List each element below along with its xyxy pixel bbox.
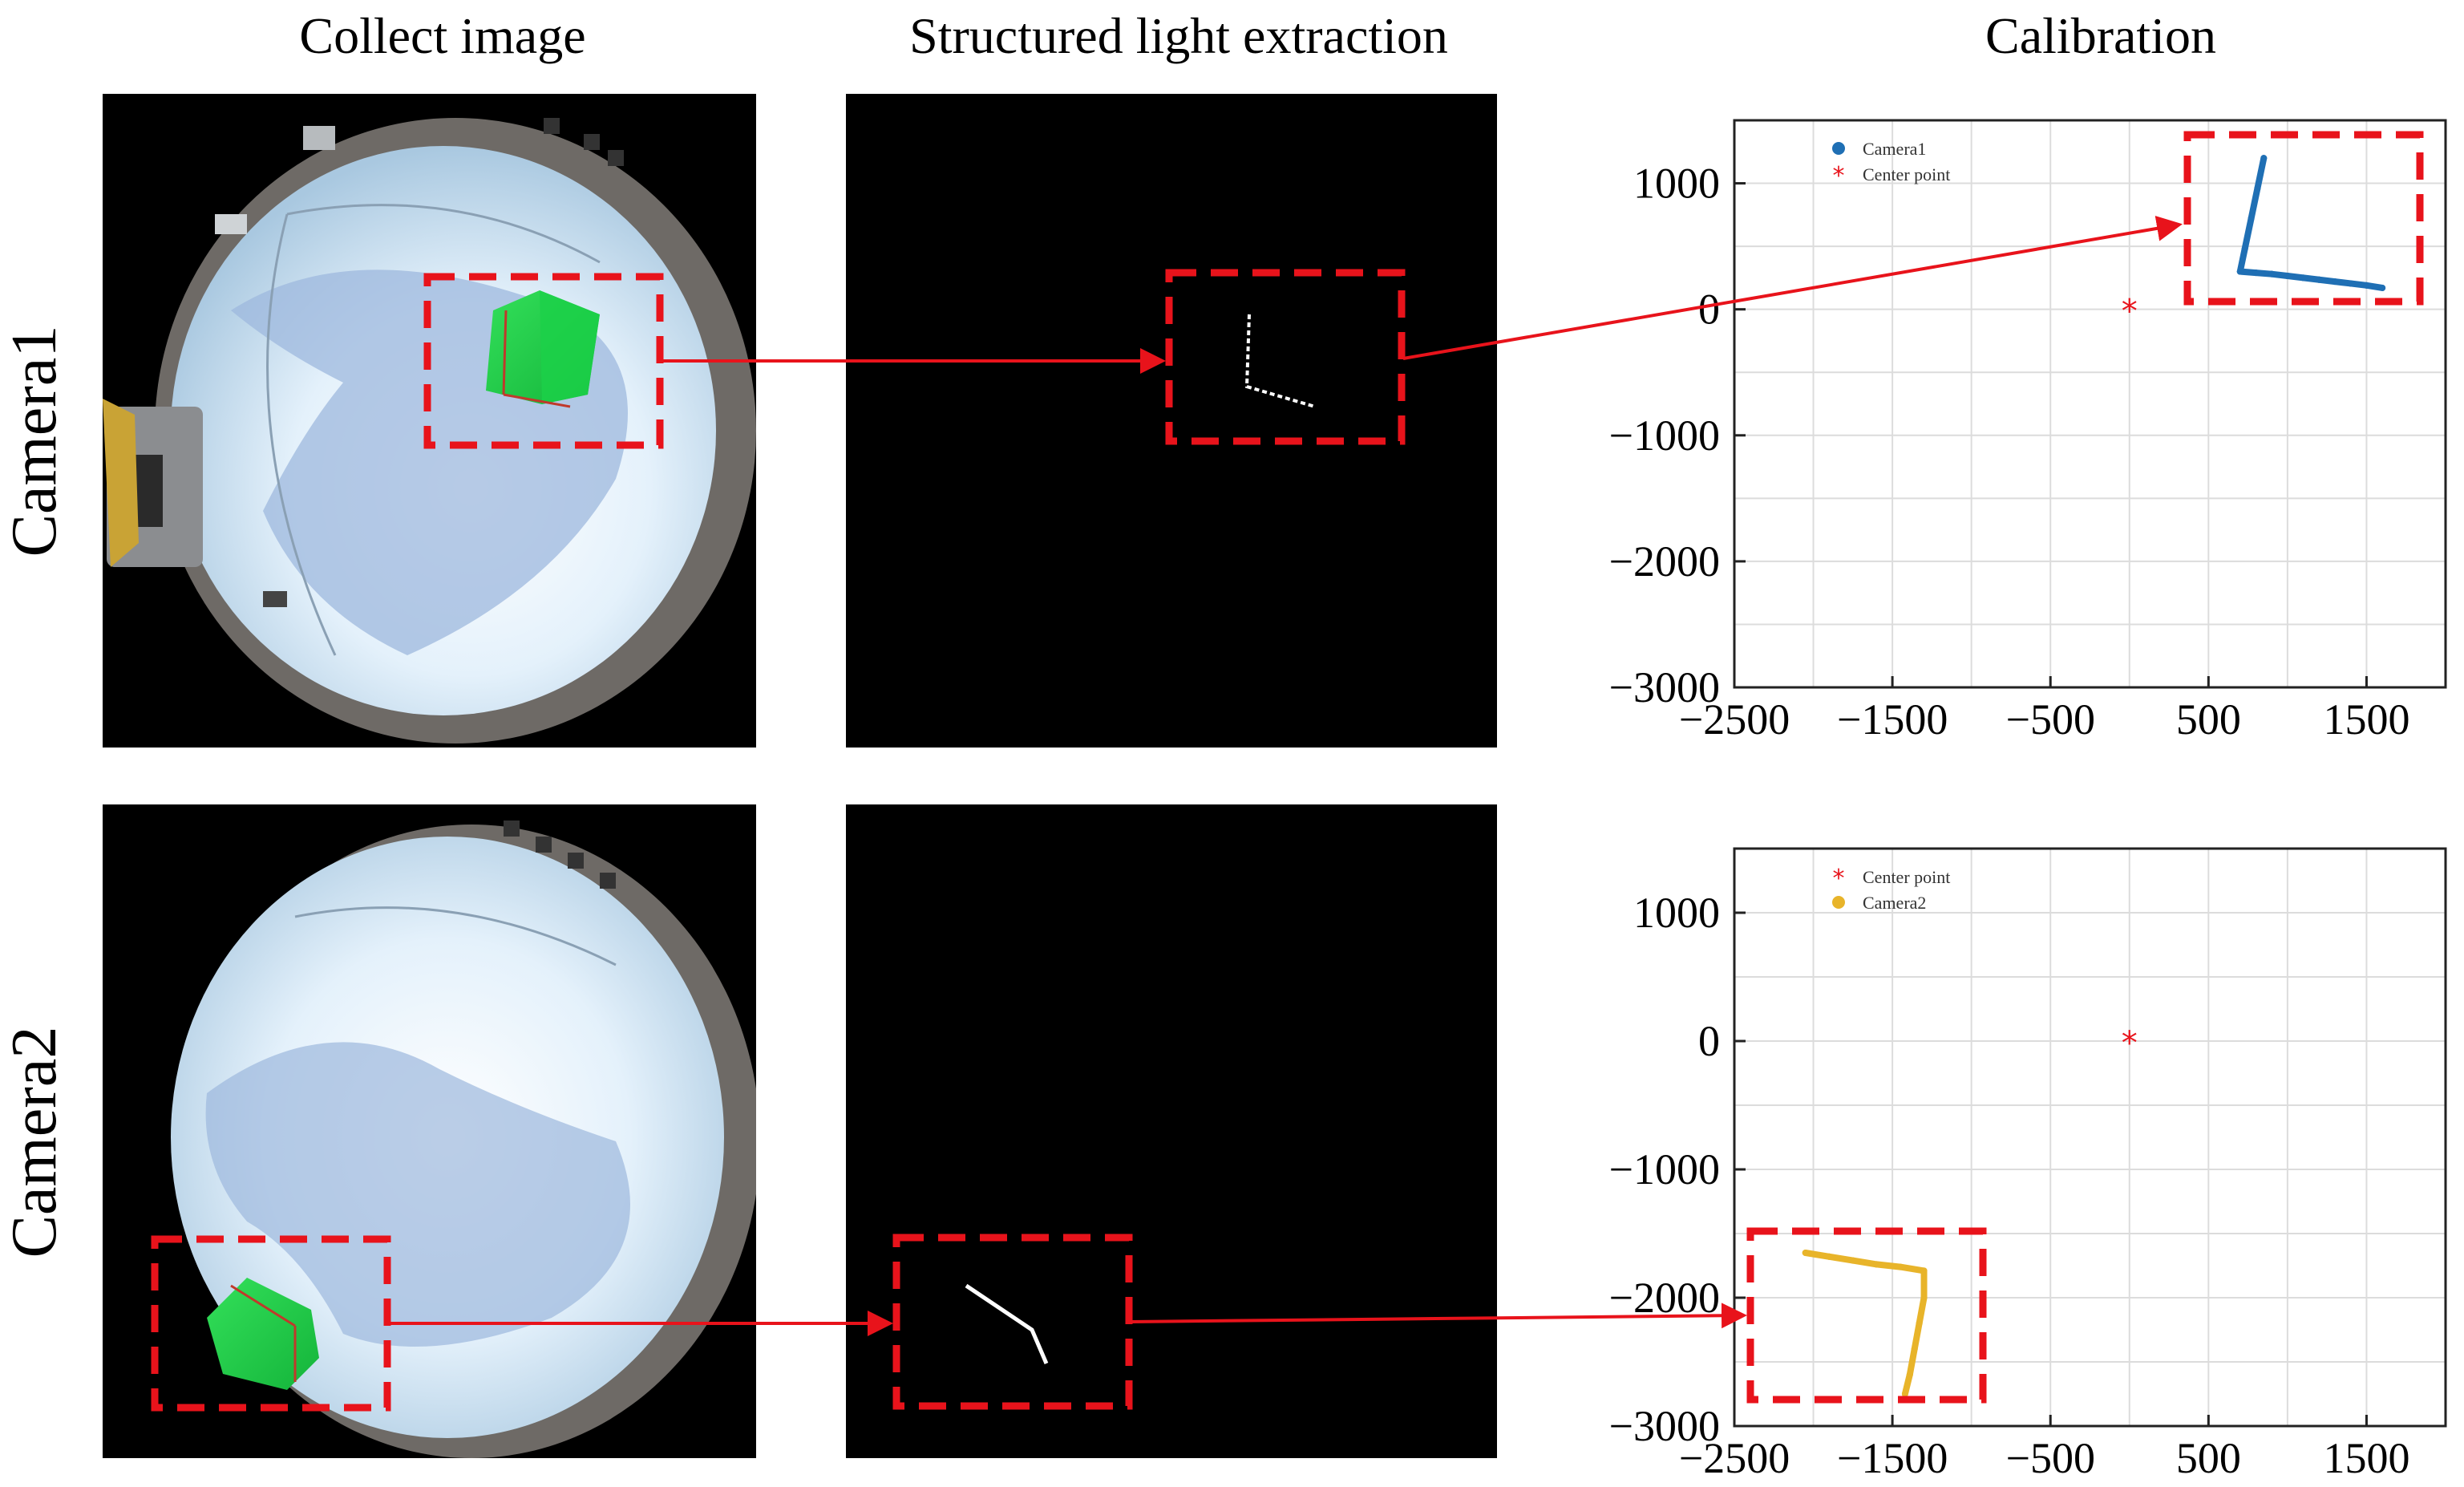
- legend-label: Camera1: [1863, 139, 1926, 159]
- x-tick-label: 1500: [2323, 1434, 2409, 1482]
- calibration-chart-camera2: −2500 −1500 −500 500 1500 1000 0 −1000 −2000 −300…: [1609, 847, 2447, 1482]
- extracted-light-stripe-camera1: [1244, 314, 1316, 408]
- y-tick-label: −2000: [1609, 537, 1720, 585]
- y-tick-label: 1000: [1633, 889, 1720, 937]
- x-tick-label: −2500: [1679, 1434, 1790, 1482]
- legend-marker-center-point: *: [1833, 865, 1845, 893]
- y-tick-label: 0: [1698, 286, 1720, 334]
- series-segment-camera2: [1906, 1346, 1918, 1378]
- x-tick-label: 1500: [2323, 695, 2409, 744]
- fisheye-image-camera2: [103, 804, 756, 1458]
- calibration-chart-camera1: −2500 −1500 −500 500 1500 1000 0 −1000 −2000 −300…: [1609, 119, 2447, 744]
- series-segment-camera2: [1873, 1261, 1904, 1270]
- x-tick-label: 500: [2176, 1434, 2241, 1482]
- series-segment-camera2: [1849, 1257, 1880, 1268]
- series-segment-camera1: [2236, 245, 2248, 275]
- y-tick-label: −3000: [1609, 663, 1720, 711]
- x-tick-label: −500: [2005, 1434, 2094, 1482]
- y-tick-label: −3000: [1609, 1402, 1720, 1450]
- highlight-box-extract-camera2: [892, 1234, 1133, 1410]
- data-point-camera2: [1901, 1391, 1908, 1397]
- x-tick-label: −1500: [1837, 1434, 1948, 1482]
- arrow-extract-to-calib-camera2: [1130, 1303, 1747, 1329]
- arrow-extract-to-calib-camera1: [1402, 215, 2183, 360]
- y-tick-label: 1000: [1633, 160, 1720, 208]
- plot-frame: [1733, 847, 2447, 1428]
- highlight-box-calib-camera1: [2183, 131, 2424, 306]
- x-tick-label: −500: [2005, 695, 2094, 744]
- y-tick-label: −1000: [1609, 411, 1720, 460]
- column-title-collect-image: Collect image: [299, 7, 586, 64]
- x-tick-label: −1500: [1837, 695, 1948, 744]
- fisheye-scene-camera2: [171, 820, 756, 1458]
- series-segment-camera1: [2248, 184, 2261, 222]
- highlight-box-calib-camera2: [1746, 1227, 1987, 1404]
- series-segment-camera2: [1916, 1295, 1928, 1327]
- highlight-box-extract-camera1: [1165, 269, 1406, 445]
- series-segment-camera2: [1911, 1320, 1923, 1352]
- legend-label: Camera2: [1863, 893, 1926, 913]
- column-title-calibration: Calibration: [1985, 7, 2216, 64]
- y-tick-label: −1000: [1609, 1145, 1720, 1193]
- column-title-structured-light-extraction: Structured light extraction: [909, 7, 1448, 64]
- series-segment-camera2: [1901, 1372, 1913, 1397]
- annotations: [151, 131, 2424, 1412]
- x-tick-label: 500: [2176, 695, 2241, 744]
- legend-marker-camera2: [1832, 896, 1845, 909]
- series-segment-camera1: [2241, 215, 2255, 253]
- extracted-light-stripe-camera2: [965, 1283, 1049, 1364]
- plot-frame: [1733, 119, 2447, 689]
- series-segment-camera2: [1802, 1250, 1833, 1260]
- extraction-image-camera1: [846, 94, 1497, 748]
- y-tick-label: 0: [1698, 1017, 1720, 1065]
- extraction-image-camera2: [846, 804, 1497, 1458]
- legend-marker-camera1: [1832, 142, 1845, 155]
- center-point-marker: *: [2122, 294, 2138, 330]
- data-point-camera1: [2379, 284, 2386, 291]
- series-segment-camera2: [1896, 1263, 1928, 1274]
- series-segment-camera1: [2254, 155, 2268, 192]
- center-point-marker: *: [2122, 1025, 2138, 1062]
- x-tick-label: −2500: [1679, 695, 1790, 744]
- y-tick-label: −2000: [1609, 1274, 1720, 1322]
- legend-label: Center point: [1863, 164, 1950, 184]
- legend-marker-center-point: *: [1833, 162, 1845, 190]
- legend-label: Center point: [1863, 867, 1950, 887]
- highlight-box-collect-camera2: [151, 1235, 391, 1412]
- highlight-box-collect-camera1: [423, 273, 664, 449]
- series-segment-camera2: [1826, 1253, 1856, 1264]
